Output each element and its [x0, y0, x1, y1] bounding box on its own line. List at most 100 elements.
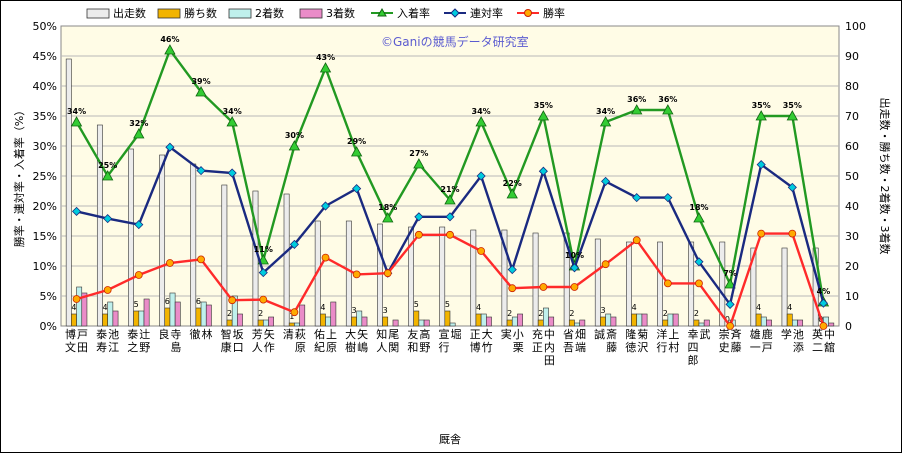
bar-2	[475, 313, 482, 327]
rate-label: 34%	[472, 107, 491, 116]
bar-4	[143, 298, 150, 327]
win-count-label: 5	[134, 300, 139, 309]
y-right-tick-label: 60	[845, 140, 859, 153]
category-label: 上村	[668, 328, 679, 354]
bar-4	[517, 313, 523, 327]
triangle-marker	[102, 170, 114, 181]
y-left-tick-label: 5%	[40, 290, 57, 303]
y-left-tick-label: 40%	[33, 80, 57, 93]
category-label: 鹿戸	[762, 327, 773, 354]
rate-label: 34%	[596, 107, 615, 116]
bar-1	[345, 220, 352, 327]
legend-label: 勝率	[543, 6, 565, 20]
diamond-marker	[507, 265, 517, 275]
bar-3	[262, 319, 269, 327]
diamond-marker	[103, 214, 113, 224]
circle-marker	[601, 260, 610, 269]
rate-label: 18%	[689, 203, 708, 212]
bar-2	[133, 310, 140, 327]
circle-marker	[663, 279, 672, 288]
bar-3	[356, 310, 363, 327]
diamond-marker	[134, 220, 144, 230]
category-label: 矢嶋	[357, 327, 368, 354]
bar-3	[76, 286, 83, 327]
diamond-marker	[756, 160, 766, 170]
y-left-tick-label: 30%	[33, 140, 57, 153]
y-left-tick-label: 0%	[40, 320, 57, 333]
category-label: 畑端	[575, 328, 586, 354]
circle-marker	[103, 286, 112, 294]
triangle-marker	[382, 212, 394, 223]
rate-label: 34%	[67, 107, 86, 116]
x-axis-title: 厩舎	[439, 433, 461, 446]
rate-label: 39%	[191, 77, 210, 86]
diamond-marker	[352, 184, 362, 194]
category-label: 英二	[812, 327, 823, 354]
bar-4	[299, 304, 306, 327]
triangle-marker	[786, 110, 798, 121]
win-count-label: 2	[663, 309, 668, 318]
watermark: ©Ganiの競馬データ研究室	[381, 34, 529, 49]
rate-label: 18%	[378, 203, 397, 212]
category-label: 友和	[407, 327, 418, 354]
bar-2	[413, 310, 420, 327]
circle-marker	[166, 259, 174, 267]
rate-label: 35%	[752, 101, 771, 110]
diamond-marker	[71, 206, 82, 216]
category-label: 佑紀	[314, 327, 325, 354]
bar-2	[444, 310, 451, 327]
bar-1	[781, 247, 788, 327]
category-label: 萩原	[295, 328, 306, 354]
bar-4	[828, 322, 835, 327]
triangle-marker	[506, 188, 518, 199]
bar-3	[169, 292, 176, 327]
bar-2	[662, 319, 669, 327]
category-label: 矢作	[264, 327, 275, 354]
win-count-label: 4	[103, 303, 108, 312]
bar-4	[486, 316, 492, 327]
rate-label: 43%	[316, 53, 335, 62]
bar-3	[574, 322, 580, 327]
y-left-tick-label: 20%	[33, 200, 57, 213]
circle-marker	[788, 229, 797, 238]
rate-label: 35%	[783, 101, 802, 110]
diamond-marker	[632, 193, 642, 203]
bar-4	[548, 316, 555, 327]
y-left-tick-label: 10%	[33, 260, 57, 273]
y-right-tick-label: 30	[845, 230, 859, 243]
bar-1	[96, 124, 103, 327]
category-label: 中内田	[544, 328, 555, 367]
category-label: 小栗	[513, 328, 524, 354]
triangle-marker	[413, 158, 425, 169]
triangle-marker	[133, 128, 145, 139]
diamond-marker	[445, 212, 455, 222]
rate-label: 35%	[534, 101, 553, 110]
legend-label: 勝ち数	[184, 6, 217, 20]
category-label: 幸四郎	[687, 328, 698, 367]
rate-label: 4%	[817, 287, 831, 296]
category-label: 充正	[532, 327, 543, 354]
win-count-label: 2	[538, 309, 543, 318]
y-right-tick-label: 80	[845, 80, 859, 93]
win-count-label: 4	[476, 303, 481, 312]
bar-1	[65, 58, 72, 327]
triangle-marker	[693, 212, 705, 223]
rate-label: 10%	[565, 251, 584, 260]
category-label: 戸田	[77, 328, 88, 354]
circle-marker	[508, 284, 517, 293]
triangle-marker	[475, 116, 487, 127]
bar-2	[631, 313, 638, 327]
bar-1	[221, 184, 228, 327]
category-label: 清	[283, 328, 294, 341]
bar-2	[257, 319, 264, 327]
diamond-marker	[227, 168, 237, 178]
diamond-marker	[569, 263, 580, 273]
category-label: 正博	[470, 328, 481, 354]
bar-4	[641, 313, 648, 327]
category-label: 斎藤	[606, 327, 617, 354]
triangle-marker	[226, 116, 238, 127]
bar-3	[480, 313, 487, 327]
diamond-marker	[258, 268, 268, 278]
y-right-tick-label: 50	[845, 170, 859, 183]
